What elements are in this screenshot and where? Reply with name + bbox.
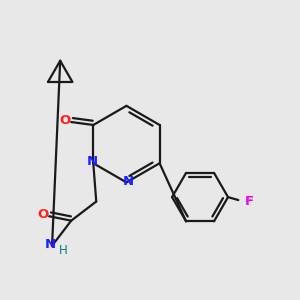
Text: F: F [245, 195, 254, 208]
Text: O: O [37, 208, 48, 221]
Text: N: N [123, 175, 134, 188]
Text: N: N [45, 238, 56, 251]
Text: H: H [59, 244, 68, 256]
Text: O: O [59, 114, 70, 127]
Text: N: N [86, 155, 98, 168]
